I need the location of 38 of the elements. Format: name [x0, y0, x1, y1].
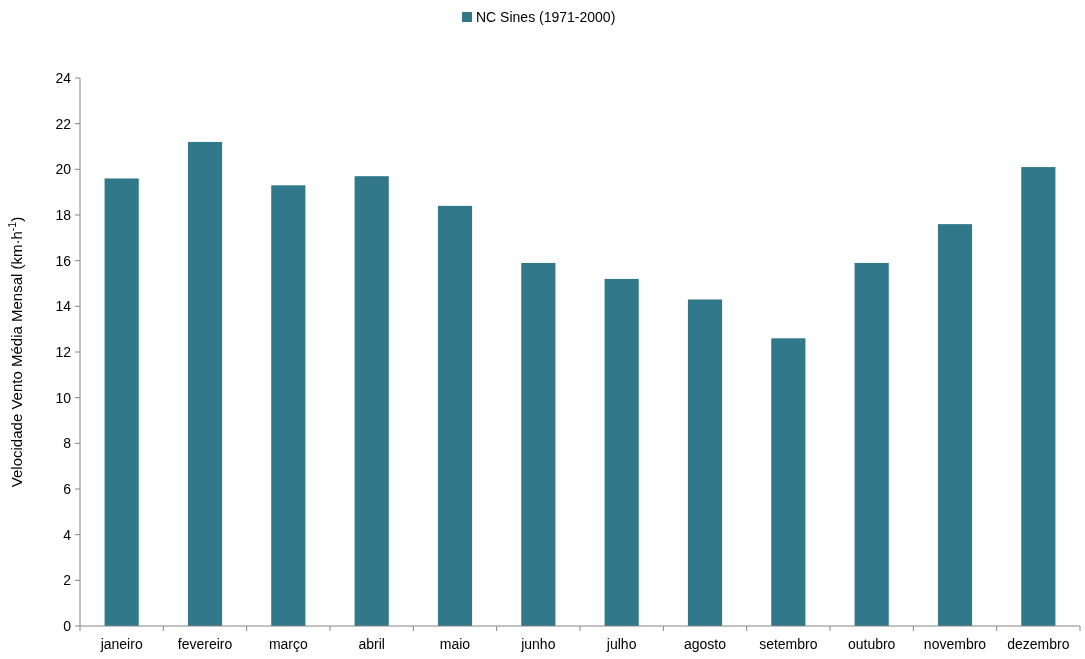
bar: [104, 178, 139, 626]
x-tick-label: maio: [439, 636, 471, 652]
bar: [354, 176, 389, 626]
y-tick-label: 22: [55, 115, 72, 132]
x-tick-label: agosto: [683, 636, 727, 652]
bar: [771, 338, 806, 626]
x-tick-label: novembro: [923, 636, 987, 652]
y-tick-label: 0: [63, 617, 72, 634]
y-tick-label: 14: [55, 298, 72, 315]
y-tick-label: 24: [55, 69, 72, 86]
y-tick-label: 8: [63, 435, 72, 452]
y-tick-label: 10: [55, 389, 72, 406]
bar: [187, 141, 223, 626]
bar: [854, 262, 889, 626]
y-tick-label: 6: [63, 480, 72, 497]
legend-label: NC Sines (1971-2000): [476, 9, 616, 25]
y-tick-label: 2: [63, 572, 72, 589]
x-tick-label: dezembro: [1007, 636, 1070, 652]
x-tick-label: abril: [358, 636, 385, 652]
x-tick-label: julho: [605, 636, 637, 652]
x-tick-label: janeiro: [99, 636, 143, 652]
y-tick-label: 20: [55, 161, 72, 178]
bar: [521, 262, 556, 626]
y-tick-label: 16: [55, 252, 72, 269]
y-tick-label: 12: [55, 343, 72, 360]
bar: [1021, 167, 1056, 626]
bar: [271, 185, 306, 626]
y-tick-label: 4: [63, 526, 72, 543]
x-tick-label: junho: [520, 636, 556, 652]
bar: [937, 224, 973, 626]
bar: [604, 278, 639, 626]
bar: [437, 205, 473, 626]
bar: [687, 299, 723, 626]
x-tick-label: março: [268, 636, 308, 652]
x-tick-label: fevereiro: [177, 636, 233, 652]
y-tick-label: 18: [55, 206, 72, 223]
x-tick-label: setembro: [759, 636, 818, 652]
x-tick-label: outubro: [847, 636, 896, 652]
